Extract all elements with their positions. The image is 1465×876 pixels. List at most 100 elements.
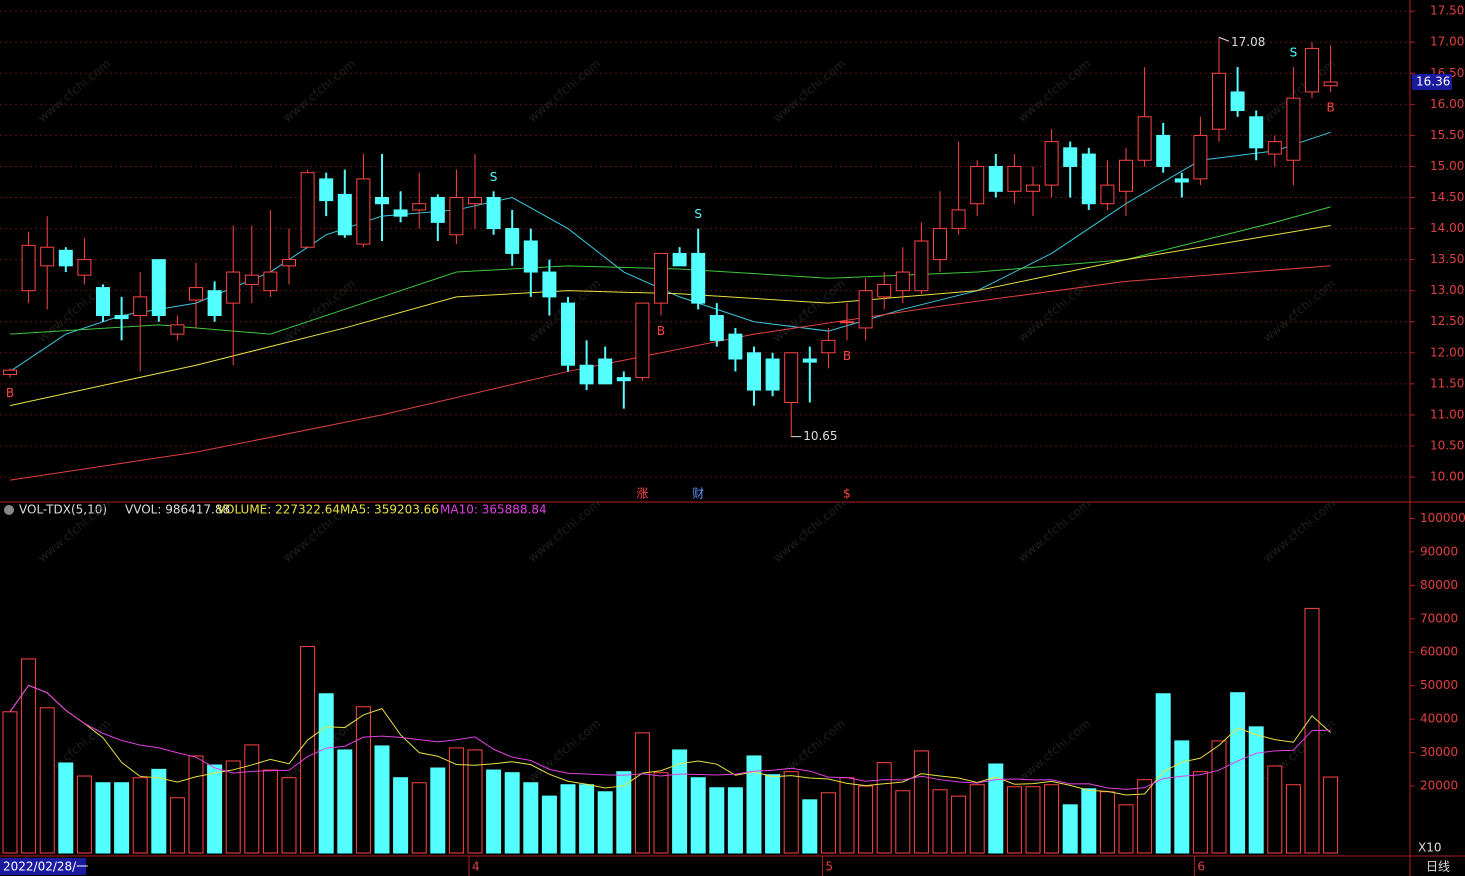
volume-bar bbox=[95, 782, 111, 854]
candle-body bbox=[1063, 147, 1078, 167]
date-box bbox=[0, 858, 86, 875]
y-tick-label: 50000 bbox=[1420, 678, 1458, 692]
volume-bar bbox=[207, 764, 223, 854]
candle-body bbox=[895, 271, 910, 292]
panel-toggle[interactable] bbox=[4, 505, 14, 515]
candle-body bbox=[58, 249, 73, 267]
volume-bar bbox=[355, 706, 371, 854]
x-tick-label: 6 bbox=[1197, 860, 1205, 874]
y-tick-label: 15.00 bbox=[1430, 159, 1464, 173]
volume-bar bbox=[1323, 776, 1339, 854]
candle-body bbox=[337, 193, 352, 236]
candle-body bbox=[449, 197, 464, 236]
y-tick-label: 11.50 bbox=[1430, 376, 1464, 390]
y-tick-label: 20000 bbox=[1420, 779, 1458, 793]
ma-line bbox=[9, 206, 1331, 335]
volume-bar bbox=[597, 791, 613, 854]
volume-bar bbox=[132, 777, 148, 854]
last-price: 16.36 bbox=[1416, 74, 1450, 88]
candle-body bbox=[1249, 116, 1264, 149]
volume-bar bbox=[1006, 786, 1022, 854]
signal: S bbox=[1290, 46, 1298, 60]
last-price-box bbox=[1412, 73, 1452, 90]
candle-body bbox=[21, 244, 36, 292]
multiplier: X10 bbox=[1418, 841, 1442, 855]
x-tick-label: 2022/02/28/一 bbox=[3, 860, 88, 874]
high-label: 17.08 bbox=[1231, 35, 1265, 49]
volume-bar bbox=[802, 799, 818, 854]
candle-body bbox=[616, 377, 631, 382]
event-marker: 财 bbox=[692, 487, 704, 501]
volume-bar bbox=[300, 646, 316, 854]
volume-ma bbox=[9, 684, 1331, 796]
volume-bar bbox=[616, 771, 632, 854]
candle-body bbox=[1007, 165, 1022, 192]
candle-body bbox=[1286, 97, 1301, 161]
volume-bar bbox=[39, 707, 55, 854]
volume-bar bbox=[672, 749, 688, 854]
y-tick-label: 70000 bbox=[1420, 611, 1458, 625]
low-label: 10.65 bbox=[803, 429, 837, 443]
signal: S bbox=[490, 170, 498, 184]
volume-bar bbox=[374, 745, 390, 854]
y-tick-label: 12.50 bbox=[1430, 314, 1464, 328]
volume-bar bbox=[1230, 692, 1246, 854]
candle-body bbox=[1323, 81, 1338, 87]
volume-bar bbox=[262, 769, 278, 854]
volume-bar bbox=[1211, 740, 1227, 854]
candle-body bbox=[598, 358, 613, 385]
volume-bar bbox=[2, 711, 18, 854]
volume-bar bbox=[1025, 786, 1041, 854]
candle-body bbox=[189, 287, 203, 301]
candle-body bbox=[244, 274, 259, 285]
volume-bar bbox=[560, 784, 576, 854]
volume-bar bbox=[783, 771, 799, 854]
y-tick-label: 13.00 bbox=[1430, 283, 1464, 297]
volume-bar bbox=[709, 787, 725, 854]
candle-body bbox=[1305, 47, 1319, 93]
y-tick-label: 14.00 bbox=[1430, 221, 1464, 235]
candle-body bbox=[96, 287, 110, 317]
volume-bar bbox=[988, 763, 1004, 854]
volume-bar bbox=[393, 777, 409, 854]
candle-body bbox=[412, 203, 427, 211]
volume-bar bbox=[1099, 791, 1115, 854]
volume-bar bbox=[1155, 693, 1171, 854]
volume-bar bbox=[244, 744, 260, 854]
candle-body bbox=[1230, 91, 1245, 112]
candle-body bbox=[877, 283, 892, 298]
volume-bar bbox=[114, 782, 130, 854]
candle-body bbox=[821, 339, 836, 354]
candle-body bbox=[635, 302, 650, 379]
candle-body bbox=[1193, 134, 1208, 180]
candle-body bbox=[802, 358, 817, 363]
candle-body bbox=[3, 369, 17, 376]
y-tick-label: 30000 bbox=[1420, 745, 1458, 759]
signal: B bbox=[843, 349, 851, 363]
candle-body bbox=[988, 165, 1003, 192]
vol-stat: VVOL: 986417.88 bbox=[125, 503, 230, 517]
volume-bar bbox=[579, 784, 595, 854]
candle-body bbox=[375, 197, 389, 205]
volume-bar bbox=[486, 769, 502, 854]
volume-bar bbox=[839, 777, 855, 854]
candle-body bbox=[579, 364, 594, 385]
candle-body bbox=[1174, 178, 1189, 183]
candle-body bbox=[151, 259, 166, 317]
candle-body bbox=[747, 352, 761, 391]
volume-bar bbox=[727, 787, 743, 854]
volume-bar bbox=[76, 775, 92, 854]
signal: S bbox=[694, 207, 702, 221]
volume-bar bbox=[281, 777, 297, 854]
y-tick-label: 11.00 bbox=[1430, 407, 1464, 421]
x-tick-label: 4 bbox=[472, 860, 480, 874]
candle-body bbox=[933, 228, 947, 261]
candle-body bbox=[1137, 116, 1152, 161]
volume-bar bbox=[504, 772, 520, 854]
volume-bar bbox=[169, 797, 185, 854]
candle-body bbox=[133, 296, 148, 317]
y-tick-label: 90000 bbox=[1420, 544, 1458, 558]
candle-body bbox=[226, 271, 241, 304]
candle-body bbox=[728, 333, 743, 360]
